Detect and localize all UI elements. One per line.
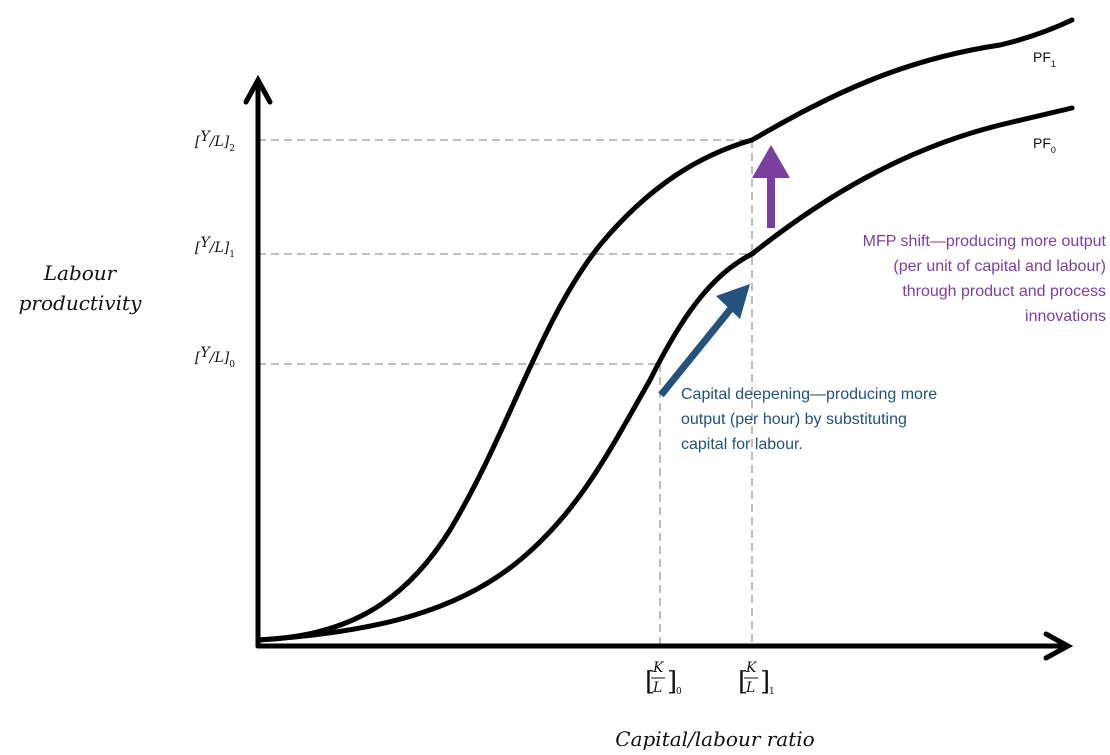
mfp-line-2: (per unit of capital and labour) — [893, 258, 1106, 275]
svg-text:L: L — [745, 680, 755, 696]
x-tick-1: [ K L ] 1 — [738, 660, 775, 697]
x-tick-labels: [ K L ] 0 [ K L ] 1 — [645, 660, 775, 697]
mfp-arrow — [752, 145, 790, 228]
y-axis-title-line2: productivity — [19, 291, 142, 315]
y-tick-1: [Y/L]1 — [195, 235, 235, 260]
curve-pf1 — [255, 17, 1075, 643]
svg-text:[: [ — [645, 667, 655, 697]
svg-text:K: K — [745, 660, 758, 676]
curves — [255, 17, 1075, 643]
svg-text:K: K — [652, 660, 665, 676]
svg-text:1: 1 — [769, 687, 775, 697]
mfp-line-1: MFP shift—producing more output — [863, 233, 1107, 250]
svg-text:]: ] — [760, 667, 770, 697]
y-tick-2: [Y/L]2 — [195, 129, 235, 154]
y-axis-title-line1: Labour — [43, 261, 118, 285]
mfp-line-3: through product and process — [902, 283, 1106, 300]
x-axis-arrowhead — [1043, 631, 1074, 661]
capital-line-2: output (per hour) by substituting — [681, 411, 907, 428]
svg-text:[: [ — [738, 667, 748, 697]
guide-lines — [258, 139, 753, 646]
capital-line-1: Capital deepening—producing more — [681, 386, 937, 403]
svg-text:]: ] — [667, 667, 677, 697]
x-axis-title: Capital/labour ratio — [615, 727, 814, 751]
svg-text:0: 0 — [676, 687, 682, 697]
curve-pf0 — [255, 105, 1075, 643]
axes — [243, 74, 1074, 661]
y-tick-0: [Y/L]0 — [195, 345, 235, 370]
pf0-label: PF0 — [1033, 135, 1056, 155]
capital-annotation: Capital deepening—producing more output … — [681, 386, 937, 453]
pf1-label: PF1 — [1033, 49, 1056, 69]
svg-text:L: L — [652, 680, 662, 696]
capital-line-3: capital for labour. — [681, 436, 803, 453]
x-tick-0: [ K L ] 0 — [645, 660, 682, 697]
y-axis-arrowhead — [243, 74, 273, 105]
mfp-annotation: MFP shift—producing more output (per uni… — [863, 233, 1107, 325]
mfp-line-4: innovations — [1025, 308, 1106, 325]
capital-deepening-arrow — [658, 284, 750, 398]
y-tick-labels: [Y/L]2 [Y/L]1 [Y/L]0 — [195, 129, 235, 370]
